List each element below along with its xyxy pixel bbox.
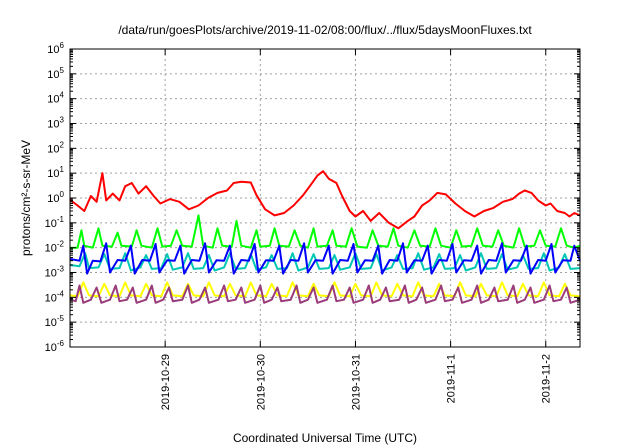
y-tick-label: 106 (47, 41, 64, 56)
y-tick-label: 10-3 (45, 265, 65, 280)
y-tick-label: 10-4 (45, 289, 65, 304)
series-line-4 (69, 242, 581, 275)
chart-title: /data/run/goesPlots/archive/2019-11-02/0… (118, 23, 532, 37)
x-tick-label: 2019-11-1 (446, 354, 458, 403)
y-tick-labels: 10-6 10-5 10-4 10-3 10-2 10-1 100 101 102 103 104 1… (45, 41, 65, 354)
y-tick-label: 10-2 (45, 240, 65, 255)
y-axis-label: protons/cm²-s-sr-MeV (19, 140, 33, 256)
y-tick-label: 102 (47, 140, 64, 155)
x-tick-label: 2019-11-2 (541, 354, 553, 403)
series-line-6 (69, 284, 581, 304)
x-axis-label: Coordinated Universal Time (UTC) (233, 431, 417, 445)
series-line-2 (70, 214, 581, 249)
y-tick-label: 103 (47, 116, 64, 131)
y-tick-label: 10-6 (45, 339, 65, 354)
x-tick-label: 2019-10-29 (160, 354, 172, 410)
x-tick-label: 2019-10-30 (255, 354, 267, 410)
series-line-5 (69, 281, 581, 298)
x-tick-label: 2019-10-31 (350, 354, 362, 410)
grid-lines (70, 49, 580, 347)
y-tick-label: 105 (47, 66, 64, 81)
y-tick-label: 101 (47, 165, 64, 180)
series-line-1 (69, 170, 581, 230)
y-tick-label: 104 (47, 91, 64, 106)
x-tick-labels: 2019-10-29 2019-10-30 2019-10-31 2019-11-1 2… (160, 354, 553, 410)
y-tick-label: 10-5 (45, 314, 65, 329)
axis-ticks (70, 48, 580, 348)
series-line-3 (69, 252, 581, 272)
y-tick-label: 10-1 (45, 215, 65, 230)
series-layer (69, 170, 581, 304)
y-tick-label: 100 (47, 190, 64, 205)
